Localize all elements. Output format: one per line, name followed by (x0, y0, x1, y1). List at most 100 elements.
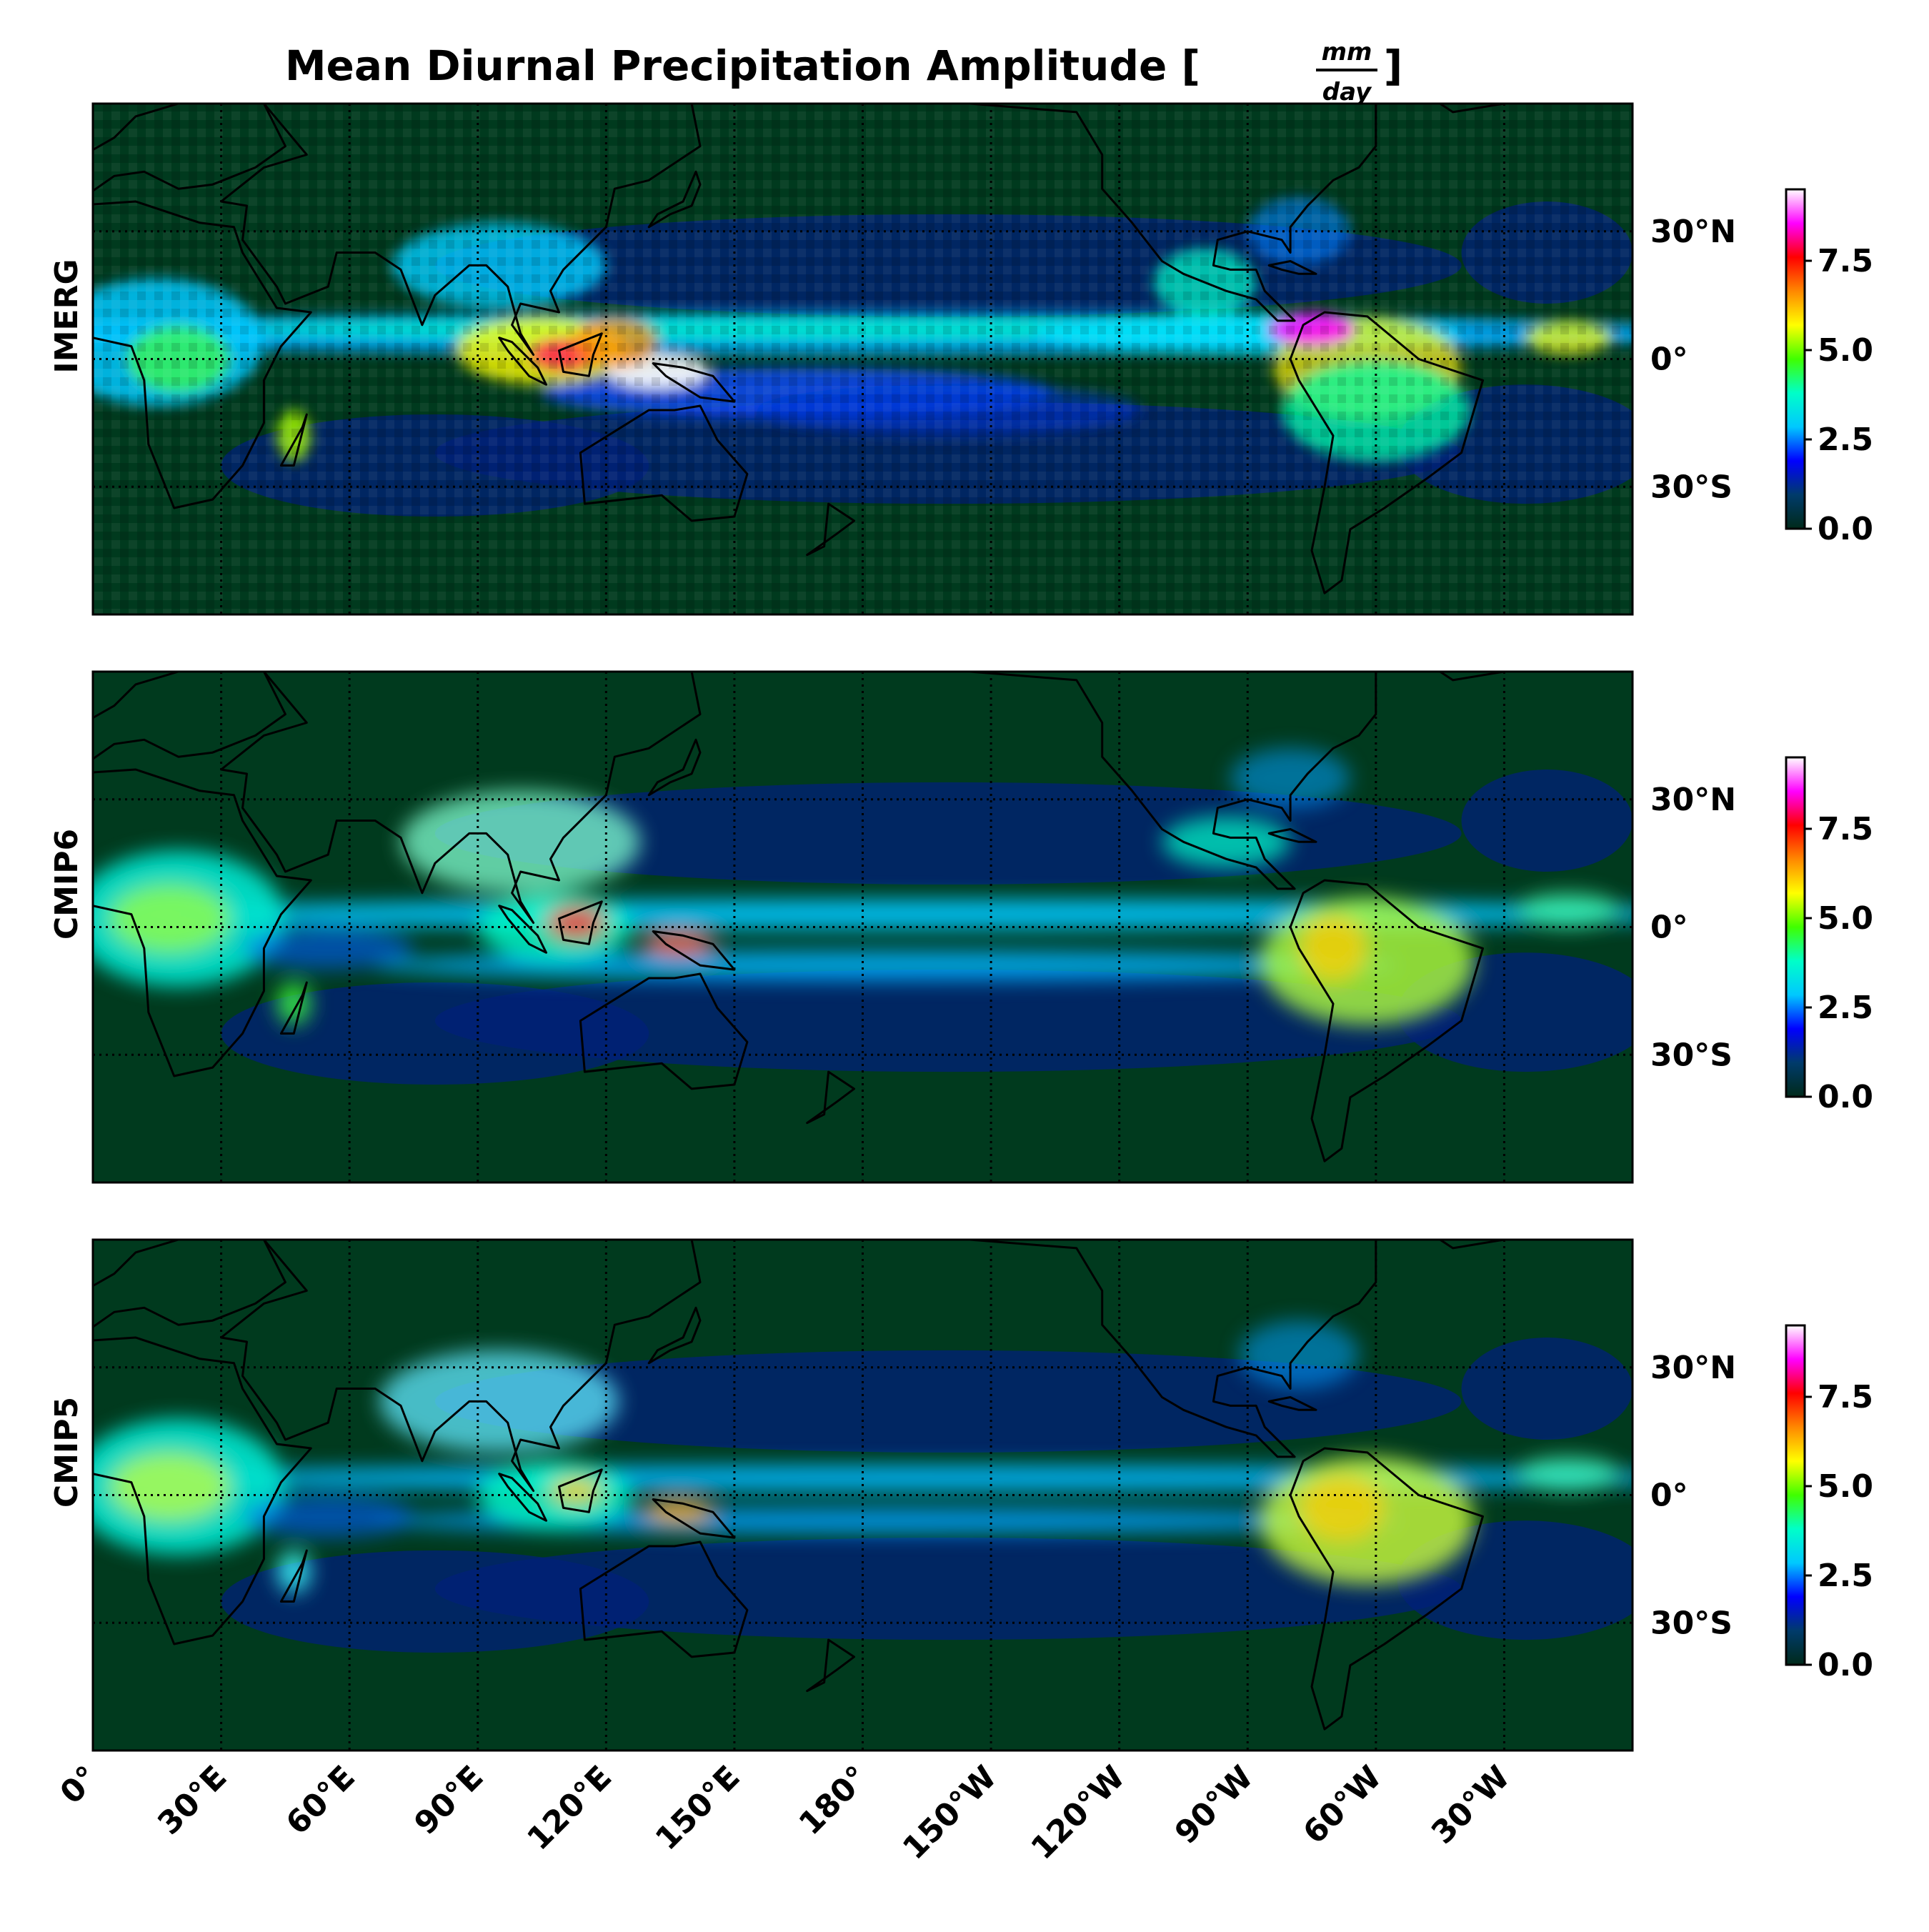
lon-tick-label: 0° (54, 1759, 106, 1811)
precip-feature (1162, 816, 1291, 868)
coastline-cuba (1267, 1396, 1317, 1411)
coastline-africa (93, 1336, 312, 1645)
lon-tick-label: 180° (792, 1759, 876, 1843)
panel-label: CMIP6 (49, 829, 85, 940)
coastline-asia (220, 1240, 702, 1492)
coastline-greenland (1439, 104, 1505, 114)
coastline-newguinea (652, 930, 736, 971)
cmip5-map (93, 1240, 1633, 1751)
coastline-japan (647, 1306, 702, 1365)
lon-tick-label: 120°E (520, 1759, 619, 1858)
precip-feature (1299, 1473, 1385, 1543)
coastline-greenland (1439, 672, 1505, 682)
precip-feature (371, 1508, 1397, 1534)
colorbar-gradient (1785, 756, 1806, 1098)
colorbar-gradient (1785, 188, 1806, 530)
coastline-australia (579, 404, 749, 522)
colorbar-tick-label: 2.5 (1818, 422, 1873, 458)
panel-label: IMERG (49, 259, 85, 373)
longitude-axis: 0° 30°E 60°E 90°E 120°E 150°E 180° 150°W 120°W 90… (54, 1759, 1517, 1867)
coastline-asia (220, 104, 702, 356)
precip-feature (1517, 1456, 1620, 1491)
map-frame (91, 670, 1634, 1184)
colorbar-tick-label: 0.0 (1818, 511, 1873, 547)
coastline-northamerica (912, 104, 1377, 322)
coastline-newguinea (652, 1498, 736, 1539)
lon-tick-label: 30°W (1425, 1759, 1517, 1851)
grain-texture (93, 104, 1633, 614)
coastline-greenland (1439, 1240, 1505, 1250)
coastline-southamerica (1289, 311, 1484, 594)
precip-feature (1230, 748, 1350, 808)
colorbar-tick-label: 2.5 (1818, 1558, 1873, 1594)
coastline-europe (93, 104, 286, 192)
dry-zone (434, 970, 1462, 1072)
precip-feature (1299, 914, 1367, 982)
coastline-cuba (1267, 260, 1317, 275)
lat-tick-label: 30°N (1650, 782, 1736, 818)
coastline-japan (647, 738, 702, 797)
lat-tick-label: 30°N (1650, 1350, 1736, 1386)
lat-tick-label: 30°N (1650, 214, 1736, 250)
coastline-africa (93, 768, 312, 1077)
panel-imerg: IMERG 30°N 0° 30°S 0.0 2.5 5.0 7.5 (49, 102, 1873, 616)
colorbar-tick-label: 7.5 (1818, 243, 1873, 279)
lon-tick-label: 90°W (1168, 1759, 1260, 1851)
coastline-japan (647, 170, 702, 229)
map-frame (91, 1238, 1634, 1752)
coastline-nz (806, 1070, 855, 1125)
coastline-nz (806, 502, 855, 557)
colorbar-cmip5: 0.0 2.5 5.0 7.5 (1785, 1324, 1873, 1683)
coastline-cuba (1267, 828, 1317, 843)
colorbar-tick-label: 7.5 (1818, 811, 1873, 847)
lon-tick-label: 90°E (407, 1759, 490, 1842)
lon-tick-label: 60°W (1296, 1759, 1388, 1851)
lat-tick-label: 30°S (1650, 469, 1733, 505)
coastline-northamerica (912, 672, 1377, 890)
coastline-newguinea (652, 362, 736, 403)
precip-feature (1239, 1320, 1359, 1389)
coastline-sumatra (498, 1473, 547, 1522)
precip-feature (644, 1499, 713, 1525)
panel-label: CMIP5 (49, 1397, 85, 1508)
lat-tick-label: 30°S (1650, 1605, 1733, 1641)
dry-zone (221, 982, 649, 1085)
precip-feature (1517, 892, 1620, 927)
panel-cmip6: CMIP6 30°N 0° 30°S 0.0 2.5 5.0 7.5 (49, 670, 1873, 1184)
precip-feature (109, 1452, 230, 1521)
coastline-australia (579, 1540, 749, 1658)
coastline-madagascar (279, 413, 308, 467)
colorbar-tick-label: 7.5 (1818, 1379, 1873, 1415)
cmip6-map (93, 672, 1633, 1182)
lon-tick-label: 60°E (279, 1759, 362, 1842)
colorbar-cmip6: 0.0 2.5 5.0 7.5 (1785, 756, 1873, 1115)
figure-title: Mean Diurnal Precipitation Amplitude [ (285, 41, 1200, 90)
lon-tick-label: 120°W (1025, 1759, 1132, 1867)
dry-zone (1461, 770, 1633, 872)
coastline-europe (93, 672, 286, 760)
precip-feature (371, 950, 1397, 980)
precip-feature (93, 1465, 1633, 1491)
colorbar-tick-label: 5.0 (1818, 900, 1873, 937)
colorbar-tick-label: 5.0 (1818, 332, 1873, 369)
title-close-bracket: ] (1384, 41, 1403, 90)
lat-tick-label: 30°S (1650, 1037, 1733, 1073)
coastline-nz (806, 1638, 855, 1693)
dry-zone (434, 1538, 1462, 1640)
coastline-australia (579, 972, 749, 1090)
coastline-asia (220, 672, 702, 924)
precip-feature (1260, 897, 1475, 1025)
precip-feature (379, 1350, 619, 1453)
precip-feature (644, 931, 713, 957)
coastline-madagascar (279, 981, 308, 1035)
coastline-borneo (558, 1468, 603, 1513)
coastline-sumatra (498, 337, 547, 386)
colorbar-gradient (1785, 1324, 1806, 1666)
colorbar-tick-label: 5.0 (1818, 1468, 1873, 1505)
panel-cmip5: CMIP5 30°N 0° 30°S 0.0 2.5 5.0 7.5 (49, 1238, 1873, 1752)
coastline-southamerica (1289, 879, 1484, 1162)
lat-tick-label: 0° (1650, 342, 1688, 378)
dry-zone (434, 1350, 1462, 1453)
precip-feature (242, 927, 414, 970)
